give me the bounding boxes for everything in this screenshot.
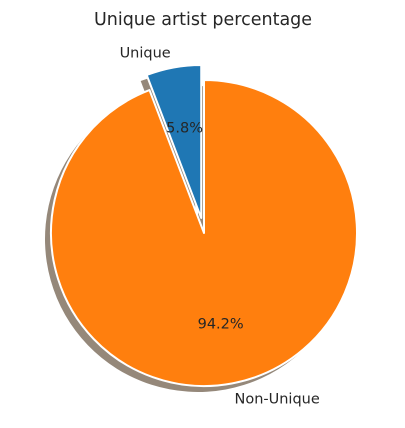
slice-unique [145,63,203,219]
slice-non-unique [50,79,358,387]
pie-slices [50,63,358,387]
label-non-unique: Non-Unique [234,392,319,408]
chart-title: Unique artist percentage [94,10,312,30]
pct-label-non-unique: 94.2% [198,316,244,332]
label-unique: Unique [120,45,171,61]
slice-labels: Unique 5.8% Non-Unique 94.2% [120,45,320,407]
pct-label-unique: 5.8% [166,121,203,137]
